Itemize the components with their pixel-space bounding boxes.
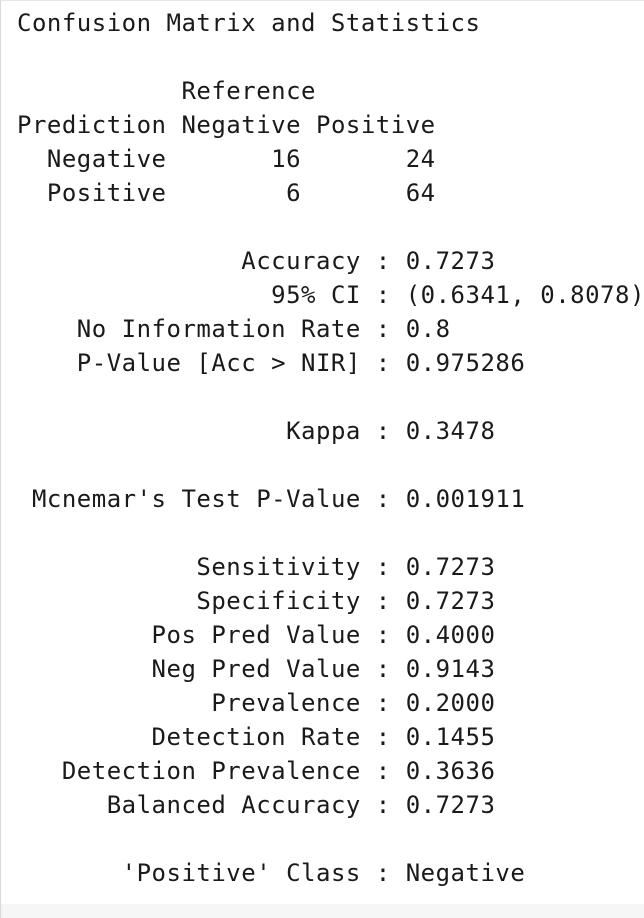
- console-output-text: Confusion Matrix and Statistics Referenc…: [17, 6, 644, 890]
- blank-line: [17, 380, 644, 414]
- stat-row: Pos Pred Value : 0.4000: [151, 621, 496, 649]
- stat-row: 95% CI : (0.6341, 0.8078): [271, 281, 644, 309]
- stat-row-value: 0.8: [405, 315, 451, 343]
- positive-class-row: 'Positive' Class : Negative: [121, 859, 526, 887]
- stat-row-label: Detection Prevalence: [61, 757, 361, 785]
- stat-row: No Information Rate : 0.8: [76, 315, 451, 343]
- stat-row-value: 0.7273: [405, 553, 496, 581]
- matrix-reference-header: Reference: [17, 74, 644, 108]
- positive-class-row-label: 'Positive' Class: [121, 859, 361, 887]
- stat-row: Sensitivity : 0.7273: [196, 553, 496, 581]
- mcnemar-row-label: Mcnemar's Test P-Value: [31, 485, 361, 513]
- stat-row-value: (0.6341, 0.8078): [405, 281, 644, 309]
- stat-row-value: 0.2000: [405, 689, 496, 717]
- stat-row-label: Accuracy: [241, 247, 361, 275]
- stat-row-value: 0.7273: [405, 587, 496, 615]
- stat-row-label: Neg Pred Value: [151, 655, 361, 683]
- matrix-row: Negative 16 24: [17, 142, 644, 176]
- stat-row-label: Detection Rate: [151, 723, 361, 751]
- stat-row-value: 0.975286: [405, 349, 526, 377]
- stat-row-label: Balanced Accuracy: [106, 791, 361, 819]
- kappa-row: Kappa : 0.3478: [286, 417, 496, 445]
- cell-value: 16: [271, 145, 302, 173]
- stat-row-label: Pos Pred Value: [151, 621, 361, 649]
- stat-row-label: 95% CI: [271, 281, 361, 309]
- stat-row: Accuracy : 0.7273: [241, 247, 496, 275]
- mcnemar-row: Mcnemar's Test P-Value : 0.001911: [31, 485, 526, 513]
- stat-row: Specificity : 0.7273: [196, 587, 496, 615]
- stat-row: Detection Prevalence : 0.3636: [61, 757, 496, 785]
- col-label-negative: Negative: [181, 111, 302, 139]
- blank-line: [17, 448, 644, 482]
- stat-row-value: 0.1455: [405, 723, 496, 751]
- cell-value: 64: [405, 179, 436, 207]
- blank-line: [17, 40, 644, 74]
- stat-row-value: 0.4000: [405, 621, 496, 649]
- stat-row-value: 0.7273: [405, 791, 496, 819]
- stat-row-label: P-Value [Acc > NIR]: [76, 349, 361, 377]
- stat-row-value: 0.7273: [405, 247, 496, 275]
- matrix-row: Positive 6 64: [17, 176, 644, 210]
- stat-row-label: Sensitivity: [196, 553, 361, 581]
- matrix-column-header: Prediction Negative Positive: [17, 108, 644, 142]
- stat-row-label: Specificity: [196, 587, 361, 615]
- stat-row: Detection Rate : 0.1455: [151, 723, 496, 751]
- row-label: Negative: [46, 145, 167, 173]
- mcnemar-row-value: 0.001911: [405, 485, 526, 513]
- kappa-row-value: 0.3478: [405, 417, 496, 445]
- title-text: Confusion Matrix and Statistics: [17, 9, 481, 37]
- kappa-row-label: Kappa: [286, 417, 361, 445]
- stat-row: Prevalence : 0.2000: [211, 689, 496, 717]
- cell-value: 24: [405, 145, 436, 173]
- cell-value: 6: [286, 179, 302, 207]
- blank-line: [17, 516, 644, 550]
- blank-line: [17, 822, 644, 856]
- row-label: Positive: [46, 179, 167, 207]
- stat-row-value: 0.3636: [405, 757, 496, 785]
- prediction-label: Prediction: [17, 111, 167, 139]
- output-title: Confusion Matrix and Statistics: [17, 6, 644, 40]
- blank-line: [17, 210, 644, 244]
- positive-class-row-value: Negative: [405, 859, 526, 887]
- stat-row: Neg Pred Value : 0.9143: [151, 655, 496, 683]
- stat-row-label: Prevalence: [211, 689, 361, 717]
- stat-row-label: No Information Rate: [76, 315, 361, 343]
- stat-row: P-Value [Acc > NIR] : 0.975286: [76, 349, 526, 377]
- col-label-positive: Positive: [316, 111, 436, 139]
- reference-label: Reference: [181, 77, 316, 105]
- stat-row: Balanced Accuracy : 0.7273: [106, 791, 496, 819]
- stat-row-value: 0.9143: [405, 655, 496, 683]
- console-bottom-band: [1, 904, 644, 918]
